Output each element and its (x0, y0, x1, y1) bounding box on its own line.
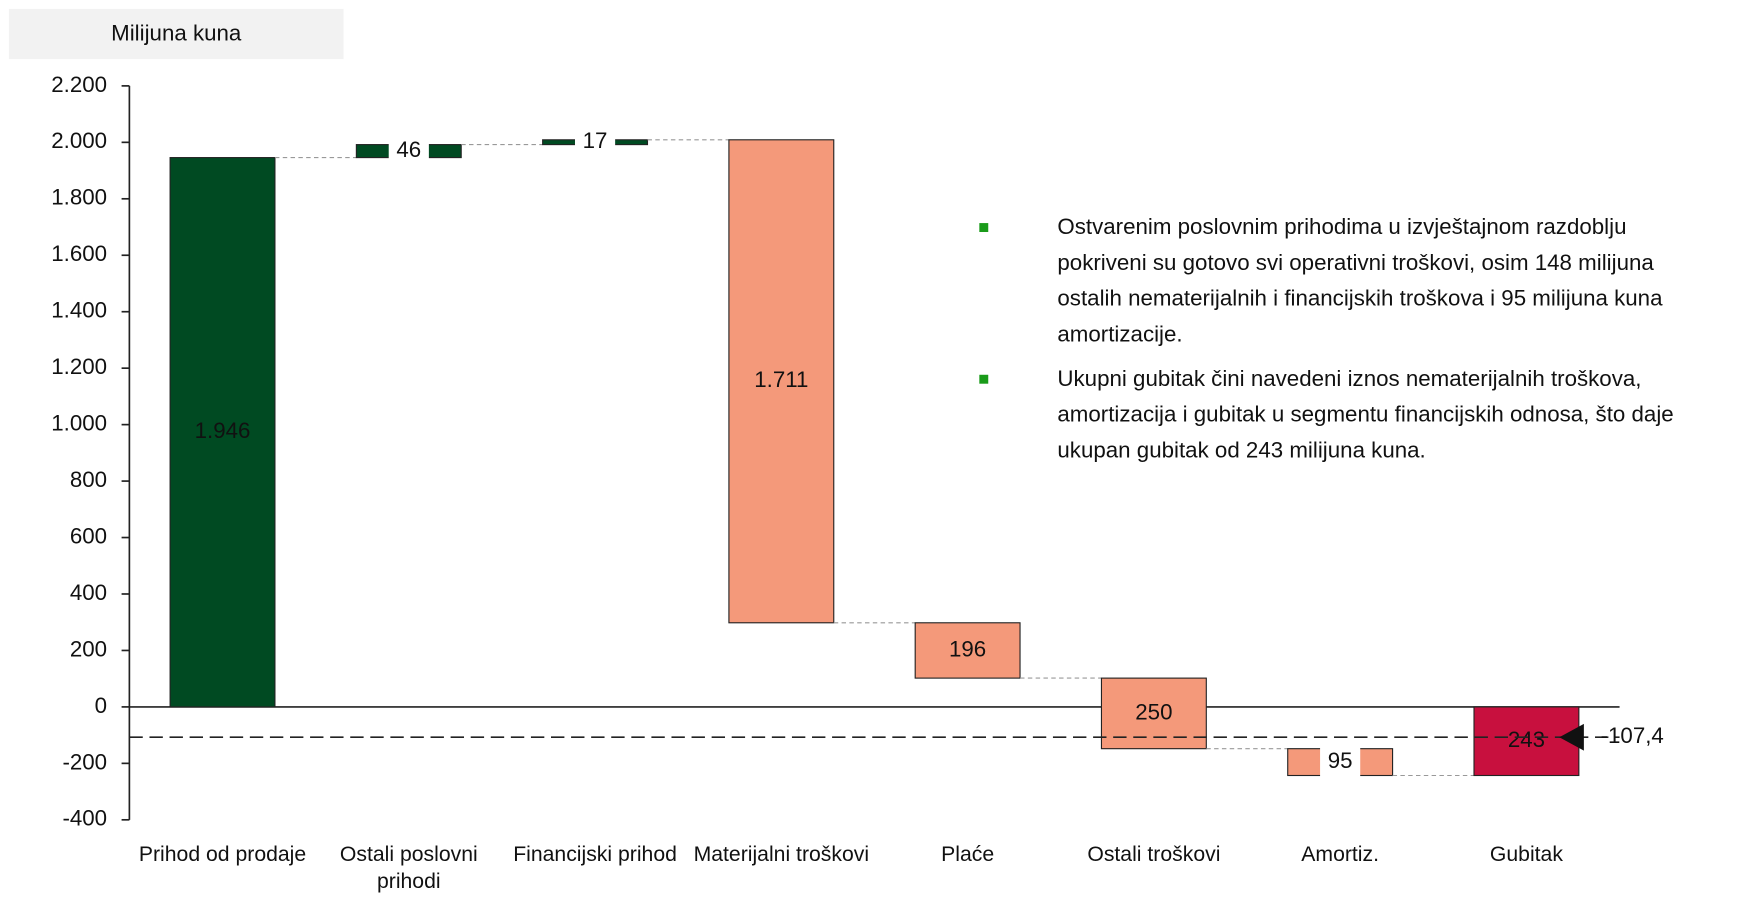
value-label: 46 (396, 137, 421, 162)
label-bg (388, 135, 429, 167)
note: Ostvarenim poslovnim prihodima u izvješt… (970, 210, 1684, 353)
label-bg (1320, 746, 1361, 778)
value-label: 196 (949, 636, 986, 661)
x-tick-label: Materijalni troškovi (693, 843, 870, 867)
y-tick-label: 1.400 (51, 298, 107, 323)
bar (169, 157, 276, 708)
notes: Ostvarenim poslovnim prihodima u izvješt… (970, 210, 1684, 478)
x-tick-label: Gubitak (1489, 843, 1563, 867)
y-tick-label: 2.000 (51, 128, 107, 153)
y-tick-label: 200 (70, 636, 107, 661)
value-label: 243 (1508, 727, 1545, 752)
y-tick-label: -200 (62, 749, 107, 774)
y-tick-label: 2.200 (51, 72, 107, 97)
y-tick-label: 600 (70, 523, 107, 548)
label-bg (574, 126, 616, 158)
y-tick-label: -400 (62, 806, 107, 831)
y-tick-label: 800 (70, 467, 107, 492)
value-label: 1.711 (754, 367, 808, 392)
note: Ukupni gubitak čini navedeni iznos nemat… (970, 361, 1684, 468)
y-tick-label: 1.800 (51, 185, 107, 210)
reference-label: -107,4 (1601, 723, 1664, 748)
value-label: 1.946 (195, 418, 251, 443)
y-tick-label: 400 (70, 580, 107, 605)
y-tick-label: 1.200 (51, 354, 107, 379)
x-tick-label: Amortiz. (1301, 843, 1380, 867)
x-tick-label: Plaće (941, 843, 995, 867)
ylabel-box (8, 8, 344, 60)
y-tick-label: 1.000 (51, 411, 107, 436)
x-tick-label: Ostali troškovi (1087, 843, 1221, 867)
value-label: 250 (1135, 699, 1172, 724)
bar (914, 622, 1021, 679)
y-tick-label: 0 (95, 693, 107, 718)
value-label: 95 (1328, 748, 1353, 773)
x-tick-label: Financijski prihod (513, 843, 677, 867)
y-axis-label: Milijuna kuna (111, 20, 242, 45)
bar (728, 139, 835, 624)
reference-marker (1559, 723, 1584, 751)
x-tick-label: Prihod od prodaje (138, 843, 307, 867)
x-tick-label: Ostali poslovni prihodi (339, 843, 478, 894)
value-label: 17 (583, 128, 608, 153)
y-tick-label: 1.600 (51, 241, 107, 266)
bar (1473, 706, 1580, 777)
